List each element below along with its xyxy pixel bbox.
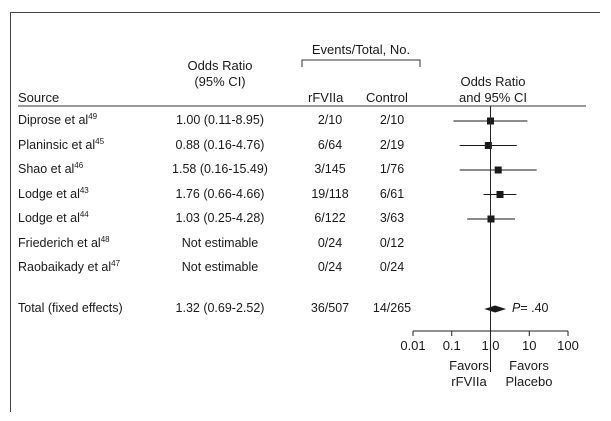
x-axis-tick-label: 100	[557, 338, 579, 353]
total-or-text: 1.32 (0.69-2.52)	[175, 301, 265, 315]
row-reference: 43	[79, 185, 89, 195]
row-source: Planinsic et al45	[18, 136, 105, 153]
frame-left-line	[10, 12, 11, 412]
row-source: Lodge et al44	[18, 209, 89, 226]
p-label: P	[512, 301, 521, 315]
row-or-text: Not estimable	[181, 260, 259, 274]
x-axis-tick-label: 1.0	[481, 338, 499, 353]
row-source: Shao et al46	[18, 160, 84, 177]
header-plot: Odds Ratio and 95% CI	[459, 74, 527, 105]
row-or-text: 1.00 (0.11-8.95)	[175, 113, 265, 127]
row-author: Lodge et al	[18, 211, 80, 225]
row-source: Lodge et al43	[18, 185, 89, 202]
row-or-text: 1.76 (0.66-4.66)	[175, 186, 265, 201]
row-reference: 45	[95, 136, 105, 146]
row-control: 0/12	[379, 235, 405, 250]
row-rfviia: 0/24	[317, 260, 343, 274]
row-control: 3/63	[379, 211, 405, 225]
row-source: Friederich et al48	[18, 234, 110, 251]
total-control: 14/265	[372, 301, 412, 315]
row-author: Diprose et al	[18, 113, 89, 127]
row-rfviia: 0/24	[317, 235, 343, 250]
total-label: Total (fixed effects)	[18, 301, 123, 315]
events-bracket	[301, 59, 421, 67]
point-estimate	[496, 191, 504, 198]
row-rfviia: 3/145	[314, 162, 346, 176]
row-control: 2/19	[379, 137, 405, 152]
row-author: Planinsic et al	[18, 137, 96, 152]
row-reference: 47	[111, 258, 121, 268]
x-axis-tick-label: 10	[522, 338, 536, 353]
header-control: Control	[366, 90, 408, 105]
frame-top-line	[10, 12, 600, 13]
row-rfviia: 6/122	[314, 211, 346, 225]
row-or-text: 1.03 (0.25-4.28)	[175, 211, 265, 225]
row-source: Raobaikady et al47	[18, 258, 121, 275]
row-author: Friederich et al	[18, 235, 101, 250]
row-reference: 49	[88, 111, 98, 121]
row-source: Diprose et al49	[18, 111, 98, 128]
row-or-text: 0.88 (0.16-4.76)	[175, 137, 265, 152]
favors-right-label: Favors Placebo	[505, 358, 553, 389]
row-author: Raobaikady et al	[18, 260, 112, 274]
header-odds-ratio: Odds Ratio (95% CI)	[187, 58, 253, 89]
x-axis-tick-label: 0.1	[443, 338, 461, 353]
total-rfviia: 36/507	[310, 301, 350, 315]
row-rfviia: 2/10	[317, 113, 343, 127]
row-author: Lodge et al	[18, 186, 80, 201]
point-estimate	[494, 166, 502, 174]
header-source: Source	[18, 90, 60, 105]
header-events-total: Events/Total, No.	[311, 42, 411, 57]
total-diamond	[484, 305, 507, 313]
point-estimate	[484, 142, 492, 149]
row-control: 0/24	[379, 260, 405, 274]
row-control: 1/76	[379, 162, 405, 176]
total-p-value: P= .40	[512, 301, 549, 316]
row-rfviia: 19/118	[311, 186, 349, 201]
header-rfviia: rFVIIa	[308, 90, 344, 105]
x-axis-tick-label: 0.01	[400, 338, 425, 353]
row-author: Shao et al	[18, 162, 75, 176]
row-control: 2/10	[379, 113, 405, 127]
row-reference: 48	[100, 234, 110, 244]
row-or-text: Not estimable	[181, 235, 259, 250]
row-rfviia: 6/64	[317, 137, 343, 152]
favors-left-label: Favors rFVIIa	[449, 358, 489, 389]
row-reference: 44	[79, 209, 89, 219]
p-value: = .40	[520, 301, 549, 315]
row-control: 6/61	[379, 186, 405, 201]
row-or-text: 1.58 (0.16-15.49)	[172, 162, 268, 176]
row-reference: 46	[74, 160, 84, 170]
